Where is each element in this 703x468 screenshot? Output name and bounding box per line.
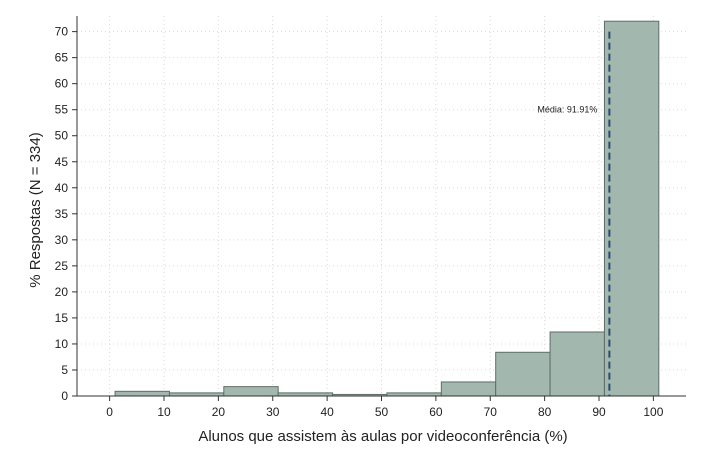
x-tick-label: 30: [266, 405, 280, 419]
x-tick-label: 10: [157, 405, 171, 419]
x-tick-label: 0: [106, 405, 113, 419]
axes: 0 5 10 15 20 25 30 35 40 45 50 55 60 65 70 0 10 20 30 40 50 6…: [55, 16, 686, 419]
mean-marker: Média: 91.91%: [537, 31, 611, 396]
y-tick-label: 10: [55, 337, 69, 351]
y-tick-label: 45: [55, 155, 69, 169]
y-tick-label: 5: [61, 363, 68, 377]
histogram-bar: [549, 331, 605, 397]
histogram-bar: [223, 386, 279, 397]
histogram-bar: [114, 390, 170, 397]
x-tick-label: 80: [538, 405, 552, 419]
x-tick-label: 70: [484, 405, 498, 419]
y-tick-label: 70: [55, 25, 69, 39]
y-axis-title: % Respostas (N = 334): [27, 132, 44, 288]
y-tick-label: 0: [61, 389, 68, 403]
x-tick-label: 100: [643, 405, 663, 419]
x-tick-label: 50: [375, 405, 389, 419]
bars: [114, 20, 660, 397]
y-tick-label: 20: [55, 285, 69, 299]
x-tick-label: 20: [212, 405, 226, 419]
y-tick-label: 60: [55, 77, 69, 91]
y-tick-label: 65: [55, 51, 69, 65]
x-axis-title: Alunos que assistem às aulas por videoco…: [198, 428, 567, 445]
histogram-bar: [495, 351, 551, 397]
x-tick-label: 90: [592, 405, 606, 419]
y-tick-label: 15: [55, 311, 69, 325]
histogram-bar: [603, 20, 660, 397]
x-tick-label: 40: [320, 405, 334, 419]
y-tick-label: 55: [55, 103, 69, 117]
mean-label: Média: 91.91%: [537, 105, 597, 115]
histogram-bar: [440, 381, 497, 397]
y-tick-label: 30: [55, 233, 69, 247]
y-tick-label: 25: [55, 259, 69, 273]
y-tick-label: 50: [55, 129, 69, 143]
y-tick-label: 35: [55, 207, 69, 221]
y-tick-label: 40: [55, 181, 69, 195]
x-tick-label: 60: [429, 405, 443, 419]
